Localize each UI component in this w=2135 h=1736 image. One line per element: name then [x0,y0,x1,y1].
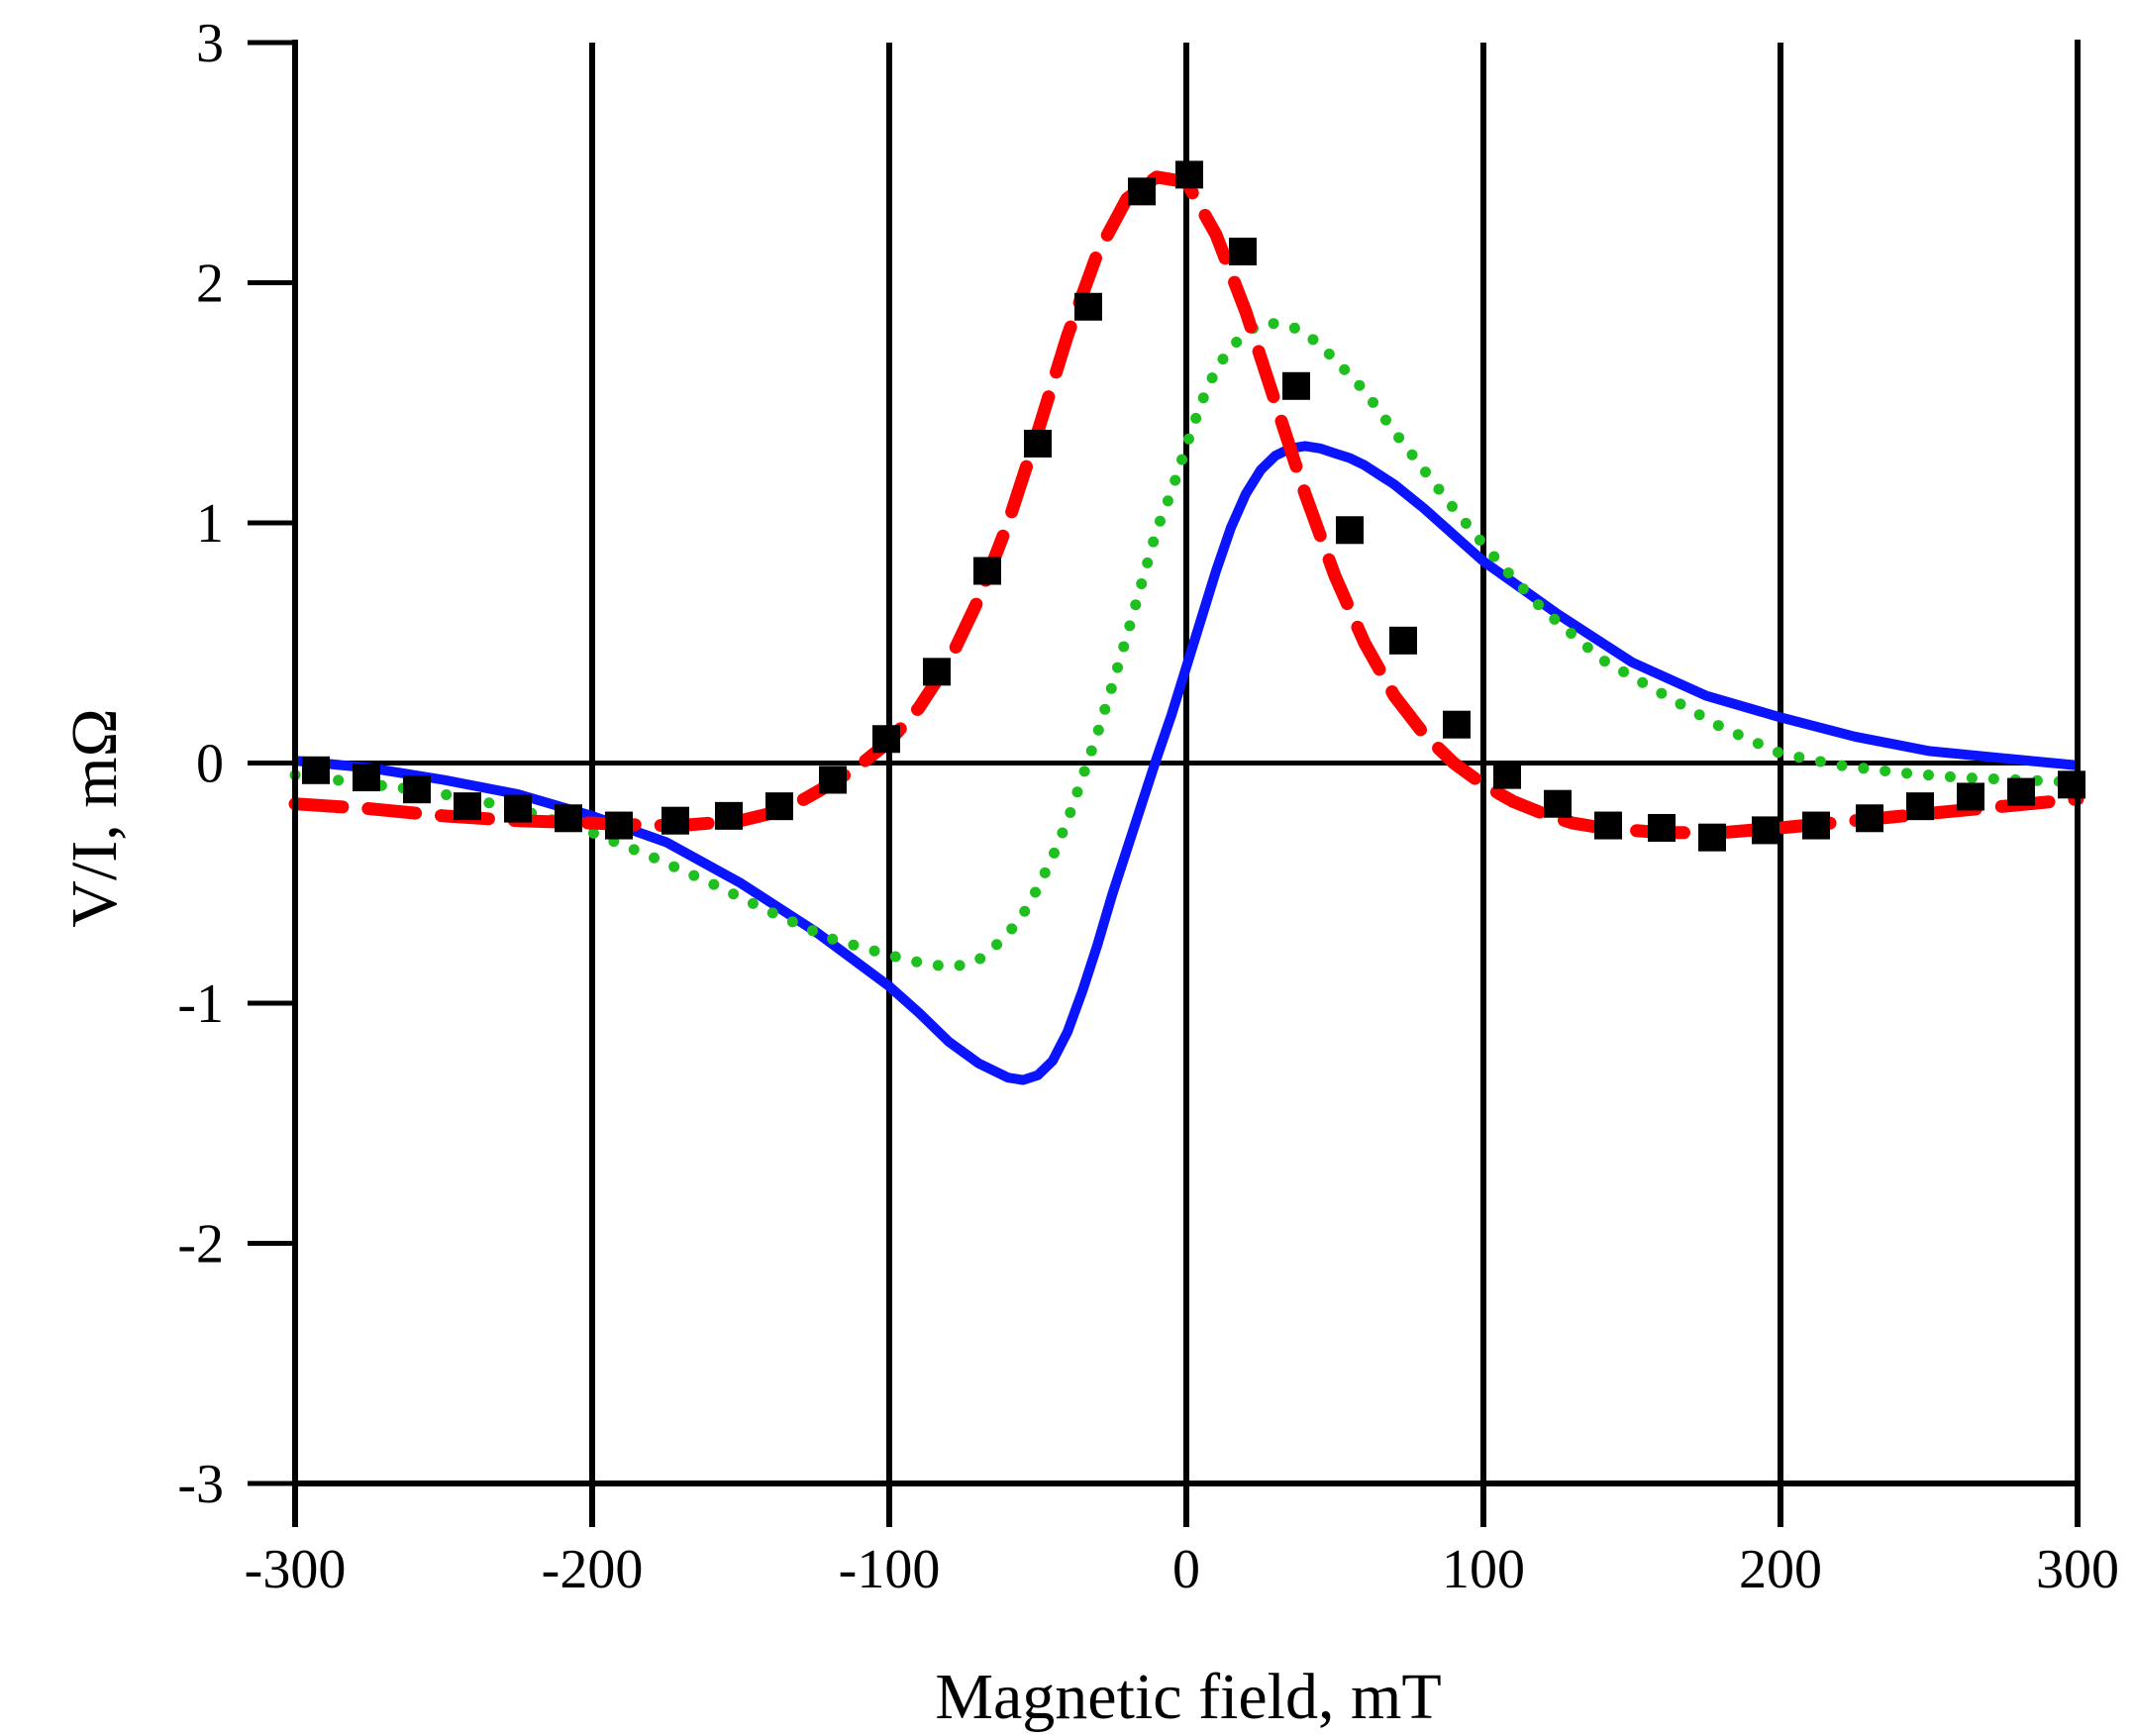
y-axis-title: V/I, mΩ [58,708,131,927]
square-markers-point-5 [555,804,582,833]
square-markers-point-20 [1336,516,1364,545]
y-tick-label: -3 [177,1454,224,1515]
square-markers-point-23 [1493,761,1521,789]
solid-blue-curve [294,441,2079,1085]
dotted-green-curve [289,318,2084,973]
y-tick-label: -2 [177,1214,224,1276]
x-tick-label: 300 [2036,1539,2119,1600]
square-markers-point-12 [923,658,951,686]
series-layer [288,160,2085,1085]
square-markers-point-2 [403,775,431,804]
square-markers-point-6 [605,811,633,840]
square-markers-point-29 [1802,811,1830,840]
square-markers-point-28 [1752,816,1779,845]
square-markers-point-25 [1594,811,1622,840]
tick-layer: -3 -2 -1 0 1 2 3 -300 -200 -100 0 100 200 300 [177,13,2119,1600]
y-tick-label: 3 [196,13,224,74]
square-markers-point-21 [1389,626,1417,655]
y-tick-label: 1 [196,493,224,555]
square-markers-point-32 [1957,782,1984,811]
grid-layer [295,43,2078,1483]
x-tick-label: -300 [245,1539,347,1600]
y-tick-label: -1 [177,973,224,1035]
square-markers-point-19 [1282,371,1310,400]
square-markers-point-13 [973,557,1001,585]
square-markers-point-26 [1648,813,1676,842]
square-markers-point-3 [454,792,481,821]
square-markers-point-8 [715,801,743,830]
x-tick-label: -200 [542,1539,644,1600]
square-markers-point-34 [2058,770,2085,799]
square-markers-point-27 [1698,823,1726,852]
square-markers-point-33 [2007,777,2035,806]
x-tick-label: 200 [1739,1539,1822,1600]
x-axis-title: Magnetic field, mT [935,1661,1441,1733]
square-markers-point-22 [1443,710,1471,739]
square-markers-point-7 [661,806,689,835]
y-tick-label: 2 [196,254,224,315]
y-tick-label: 0 [196,734,224,795]
x-tick-label: 100 [1442,1539,1525,1600]
square-markers-point-4 [504,794,532,823]
x-tick-label: -100 [839,1539,941,1600]
square-markers-point-15 [1074,292,1102,321]
square-markers-point-1 [353,764,380,792]
square-markers-point-30 [1856,804,1883,833]
square-markers-point-0 [302,756,330,784]
square-markers-point-31 [1906,792,1934,821]
square-markers-point-18 [1229,237,1257,265]
x-tick-label: 0 [1172,1539,1200,1600]
square-markers-point-16 [1128,177,1156,206]
square-markers-point-11 [872,725,900,754]
square-markers-point-17 [1175,160,1203,189]
square-markers-point-10 [819,766,847,794]
square-markers-point-9 [765,792,793,821]
square-markers-point-24 [1544,789,1572,818]
square-markers-point-14 [1024,429,1052,458]
